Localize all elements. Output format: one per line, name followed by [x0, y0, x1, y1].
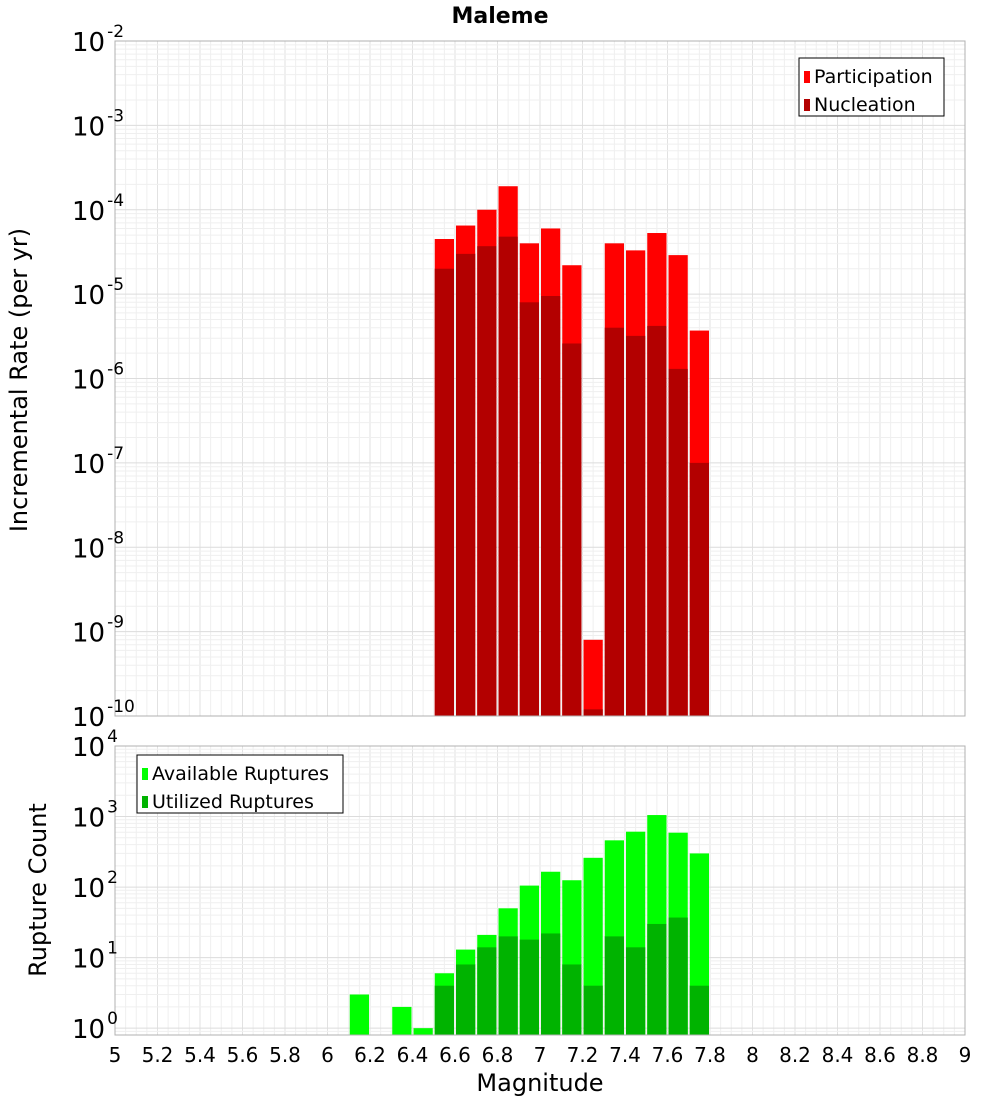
x-tick-label: 8.2: [779, 1043, 811, 1067]
bar-nucleation: [647, 325, 667, 716]
x-tick-label: 7.6: [652, 1043, 684, 1067]
x-tick-label: 7.4: [609, 1043, 641, 1067]
top-y-axis-label: Incremental Rate (per yr): [5, 228, 33, 532]
y-tick-label: 10 -9: [72, 613, 124, 649]
bar-nucleation: [477, 246, 497, 716]
x-tick-label: 6.2: [354, 1043, 386, 1067]
x-tick-label: 6.6: [439, 1043, 471, 1067]
bar-nucleation: [434, 268, 454, 716]
x-tick-label: 5.2: [142, 1043, 174, 1067]
legend-swatch: [142, 796, 148, 808]
bar-utilized-ruptures: [541, 933, 561, 1035]
bar-nucleation: [689, 462, 709, 716]
bar-utilized-ruptures: [668, 917, 688, 1035]
bar-nucleation: [583, 709, 603, 716]
bar-utilized-ruptures: [583, 985, 603, 1035]
bar-utilized-ruptures: [434, 985, 454, 1035]
x-tick-labels: 5 5.2 5.4 5.6 5.8 6 6.2 6.4 6.6 6.8 7 7.2 7.4 7.6 7.8 8…: [109, 1043, 972, 1067]
bar-available-ruptures: [392, 1006, 412, 1035]
bar-utilized-ruptures: [647, 923, 667, 1035]
y-tick-label: 10 -10: [72, 697, 135, 733]
bar-nucleation: [498, 236, 518, 716]
top-y-tick-labels: 10-2 10-3 10-4 10-5 10-6 10-7 10-8 10-9 10-10: [72, 22, 135, 733]
plot-frame: [114, 745, 966, 1036]
legend-label: Utilized Ruptures: [152, 791, 314, 813]
bar-utilized-ruptures: [519, 939, 539, 1035]
x-tick-label: 5.4: [184, 1043, 216, 1067]
x-tick-label: 6.8: [482, 1043, 514, 1067]
legend-label: Nucleation: [814, 94, 916, 116]
x-tick-label: 8: [746, 1043, 759, 1067]
y-tick-label: 10 2: [72, 868, 118, 904]
bar-nucleation: [668, 368, 688, 716]
y-tick-label: 10 -7: [72, 444, 124, 480]
legend-box: [798, 57, 945, 117]
top-legend: Participation Nucleation: [798, 57, 945, 117]
legend-swatch: [804, 99, 810, 111]
bar-utilized-ruptures: [498, 936, 518, 1035]
legend-swatch: [142, 768, 148, 780]
x-tick-label: 7: [534, 1043, 547, 1067]
bar-available-ruptures: [413, 1028, 433, 1035]
bar-participation: [583, 639, 603, 716]
bar-nucleation: [541, 296, 561, 716]
bar-nucleation: [562, 343, 582, 716]
bar-available-ruptures: [349, 994, 369, 1035]
legend-label: Participation: [814, 66, 933, 88]
chart-title: Maleme: [451, 4, 548, 29]
x-axis-label: Magnitude: [476, 1069, 603, 1097]
x-tick-label: 5.6: [227, 1043, 259, 1067]
bar-utilized-ruptures: [562, 964, 582, 1035]
y-tick-label: 10 -6: [72, 360, 124, 396]
x-tick-label: 6: [321, 1043, 334, 1067]
bar-nucleation: [604, 327, 624, 716]
x-tick-label: 7.8: [694, 1043, 726, 1067]
bar-utilized-ruptures: [477, 947, 497, 1035]
y-tick-label: 10 3: [72, 798, 118, 834]
bar-utilized-ruptures: [456, 964, 476, 1035]
plot-frame: [114, 40, 966, 717]
legend-box: [136, 754, 344, 814]
x-tick-label: 8.6: [864, 1043, 896, 1067]
bar-utilized-ruptures: [689, 985, 709, 1035]
y-tick-label: 10 4: [72, 727, 118, 763]
bar-utilized-ruptures: [604, 936, 624, 1035]
y-tick-label: 10 -5: [72, 275, 124, 311]
x-tick-label: 5.8: [269, 1043, 301, 1067]
x-tick-label: 8.8: [907, 1043, 939, 1067]
y-tick-label: 10 -3: [72, 106, 124, 142]
x-tick-label: 8.4: [822, 1043, 854, 1067]
x-tick-label: 7.2: [567, 1043, 599, 1067]
legend-swatch: [804, 71, 810, 83]
y-tick-label: 10 -8: [72, 528, 124, 564]
bar-nucleation: [626, 335, 646, 716]
y-tick-label: 10 0: [72, 1009, 118, 1045]
bottom-y-axis-label: Rupture Count: [24, 803, 52, 977]
bar-nucleation: [519, 302, 539, 716]
y-tick-label: 10 1: [72, 939, 118, 975]
bottom-legend: Available Ruptures Utilized Ruptures: [136, 754, 344, 814]
x-tick-label: 6.4: [397, 1043, 429, 1067]
top-plot-area: [114, 40, 966, 717]
x-tick-label: 9: [959, 1043, 972, 1067]
x-tick-label: 5: [109, 1043, 122, 1067]
legend-label: Available Ruptures: [152, 763, 329, 785]
bar-utilized-ruptures: [626, 947, 646, 1035]
bar-nucleation: [456, 253, 476, 716]
y-tick-label: 10 -2: [72, 22, 124, 58]
y-tick-label: 10 -4: [72, 191, 124, 227]
